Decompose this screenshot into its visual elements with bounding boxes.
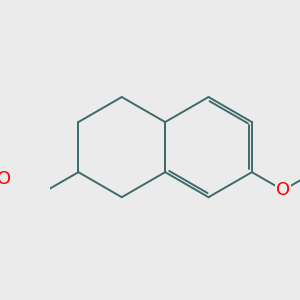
Text: O: O [0, 170, 11, 188]
Text: O: O [276, 181, 290, 199]
